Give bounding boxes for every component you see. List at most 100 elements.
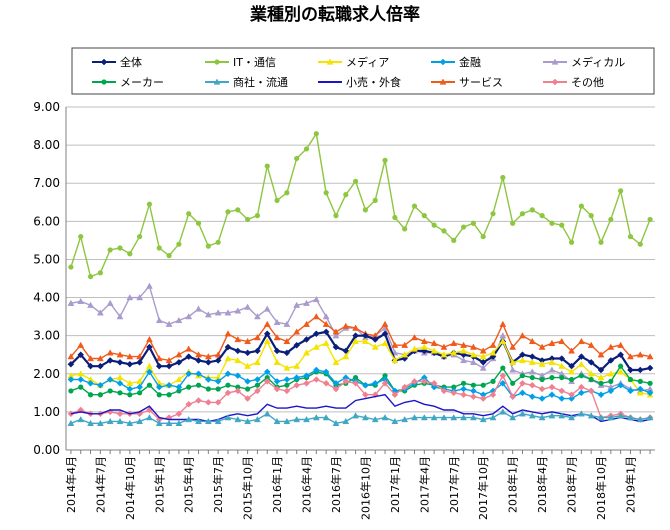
x-axis: 2014年4月 2014年7月 2014年10月 2015年1月 2015年4月 2015…: [64, 449, 655, 520]
data-point: [627, 387, 634, 395]
data-point: [146, 382, 153, 388]
data-point: [263, 378, 271, 385]
data-point: [578, 353, 585, 360]
data-point: [146, 335, 153, 343]
data-point: [381, 330, 389, 338]
data-point: [283, 376, 291, 383]
data-point: [146, 343, 153, 351]
data-point: [224, 330, 232, 337]
data-point: [528, 393, 536, 400]
data-point: [116, 410, 124, 418]
data-point: [293, 381, 301, 389]
data-point: [165, 419, 173, 426]
data-point: [106, 417, 114, 425]
data-point: [479, 364, 487, 371]
data-point: [460, 380, 467, 386]
data-point: [420, 378, 428, 385]
data-point: [519, 373, 526, 379]
data-point: [450, 389, 458, 397]
data-point: [528, 381, 536, 389]
data-point: [528, 353, 536, 360]
data-point: [401, 415, 409, 423]
data-point: [155, 419, 163, 426]
legend-label: その他: [571, 76, 604, 89]
data-point: [578, 383, 585, 391]
data-point: [460, 224, 467, 230]
data-point: [548, 383, 556, 391]
data-point: [235, 384, 241, 390]
x-tick-label: 2016年1月: [270, 456, 284, 513]
data-point: [646, 414, 654, 421]
data-point: [116, 351, 124, 358]
data-point: [254, 334, 261, 341]
data-point: [617, 351, 624, 359]
series-7: [67, 408, 654, 426]
data-point: [548, 412, 556, 419]
data-point: [136, 383, 143, 391]
data-point: [263, 305, 271, 312]
series-8: [70, 393, 651, 423]
data-point: [558, 355, 566, 362]
x-tick-label: 2015年10月: [241, 456, 255, 520]
data-point: [204, 417, 212, 425]
data-point: [195, 357, 202, 364]
data-point: [117, 390, 123, 396]
data-point: [155, 355, 163, 362]
data-point: [342, 322, 350, 329]
data-point: [303, 320, 310, 327]
data-point: [77, 351, 85, 359]
data-point: [342, 353, 350, 360]
data-point: [254, 213, 261, 219]
data-point: [519, 211, 526, 217]
data-point: [185, 313, 193, 320]
data-point: [479, 415, 487, 423]
data-point: [528, 368, 536, 375]
data-point: [322, 320, 330, 327]
data-point: [430, 383, 438, 391]
data-point: [106, 349, 114, 356]
data-point: [107, 388, 113, 394]
data-point: [185, 353, 193, 360]
data-point: [361, 337, 369, 345]
data-point: [479, 353, 487, 360]
data-point: [578, 203, 584, 209]
y-tick-label: 3.00: [33, 329, 60, 343]
data-point: [568, 347, 575, 354]
data-point: [568, 391, 575, 399]
legend-label: 全体: [120, 55, 142, 69]
data-point: [558, 337, 566, 345]
legend-label: 小売・外食: [346, 75, 401, 89]
data-point: [430, 379, 438, 387]
data-point: [587, 412, 595, 419]
data-point: [490, 211, 496, 217]
data-point: [499, 337, 507, 345]
data-point: [460, 391, 467, 399]
data-point: [430, 339, 438, 346]
y-tick-label: 5.00: [33, 252, 60, 266]
legend-item: メーカー: [92, 76, 164, 89]
data-point: [87, 379, 94, 387]
data-point: [382, 157, 388, 163]
series-2: [68, 131, 653, 280]
data-point: [264, 374, 270, 381]
data-point: [450, 339, 458, 346]
data-point: [528, 358, 536, 365]
data-point: [97, 392, 103, 398]
data-point: [342, 417, 350, 425]
data-point: [636, 385, 644, 393]
data-point: [577, 410, 585, 417]
data-point: [195, 305, 202, 312]
data-point: [283, 320, 291, 327]
data-point: [646, 353, 654, 360]
legend-label: メディカル: [571, 55, 625, 69]
data-point: [587, 358, 595, 366]
x-tick-label: 2016年10月: [358, 456, 372, 520]
data-point: [146, 201, 153, 207]
data-point: [106, 357, 114, 364]
data-point: [116, 374, 124, 381]
data-point: [126, 294, 134, 301]
data-point: [87, 392, 94, 398]
data-point: [263, 320, 271, 327]
data-point: [245, 386, 251, 392]
legend-marker: [101, 79, 107, 85]
